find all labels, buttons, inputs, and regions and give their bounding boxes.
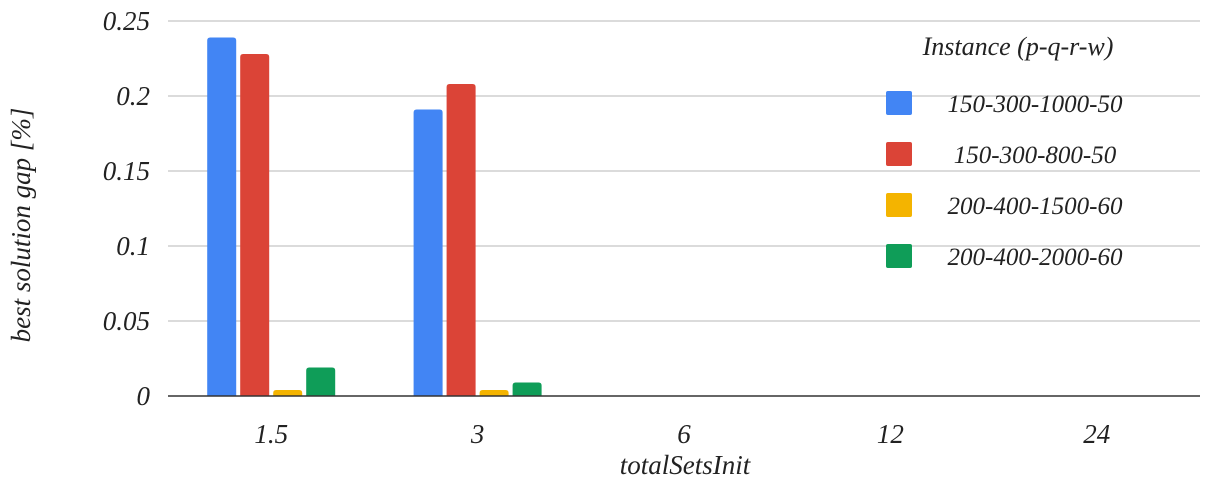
- x-tick-label: 24: [1083, 419, 1110, 449]
- y-tick-label: 0.05: [103, 306, 150, 336]
- y-tick-label: 0.2: [116, 81, 150, 111]
- x-tick-label: 12: [877, 419, 904, 449]
- legend-swatch: [886, 244, 912, 268]
- bars: [207, 37, 542, 396]
- y-tick-label: 0.1: [116, 231, 150, 261]
- legend-title: Instance (p-q-r-w): [922, 32, 1114, 61]
- y-tick-label: 0.25: [103, 6, 150, 36]
- bar-150-300-800-50: [446, 84, 476, 396]
- bar-200-400-1500-60: [479, 390, 509, 396]
- legend-label: 200-400-2000-60: [948, 244, 1123, 271]
- legend-swatch: [886, 142, 912, 166]
- legend: Instance (p-q-r-w) 150-300-1000-50150-30…: [886, 32, 1123, 271]
- x-tick-label: 6: [677, 419, 691, 449]
- y-axis-title: best solution gap [%]: [6, 108, 36, 343]
- x-tick-label: 3: [470, 419, 485, 449]
- axes: 0 0.05 0.1 0.15 0.2 0.25 1.5 3 6 12 24: [103, 6, 1200, 449]
- legend-label: 200-400-1500-60: [948, 193, 1123, 220]
- legend-label: 150-300-1000-50: [948, 91, 1123, 118]
- bar-150-300-1000-50: [207, 37, 237, 396]
- bar-200-400-2000-60: [512, 382, 542, 396]
- x-tick-label: 1.5: [254, 419, 288, 449]
- bar-150-300-800-50: [240, 54, 270, 396]
- bar-200-400-2000-60: [306, 367, 336, 396]
- bar-200-400-1500-60: [273, 390, 303, 396]
- legend-label: 150-300-800-50: [954, 142, 1117, 169]
- legend-items: 150-300-1000-50 150-300-800-50 200-400-150…: [886, 91, 1123, 271]
- legend-swatch: [886, 91, 912, 115]
- y-tick-label: 0.15: [103, 156, 150, 186]
- y-tick-label: 0: [137, 381, 151, 411]
- gridlines: [168, 20, 1200, 322]
- x-axis-title: totalSetsInit: [620, 450, 752, 479]
- legend-swatch: [886, 193, 912, 217]
- bar-150-300-1000-50: [413, 109, 443, 396]
